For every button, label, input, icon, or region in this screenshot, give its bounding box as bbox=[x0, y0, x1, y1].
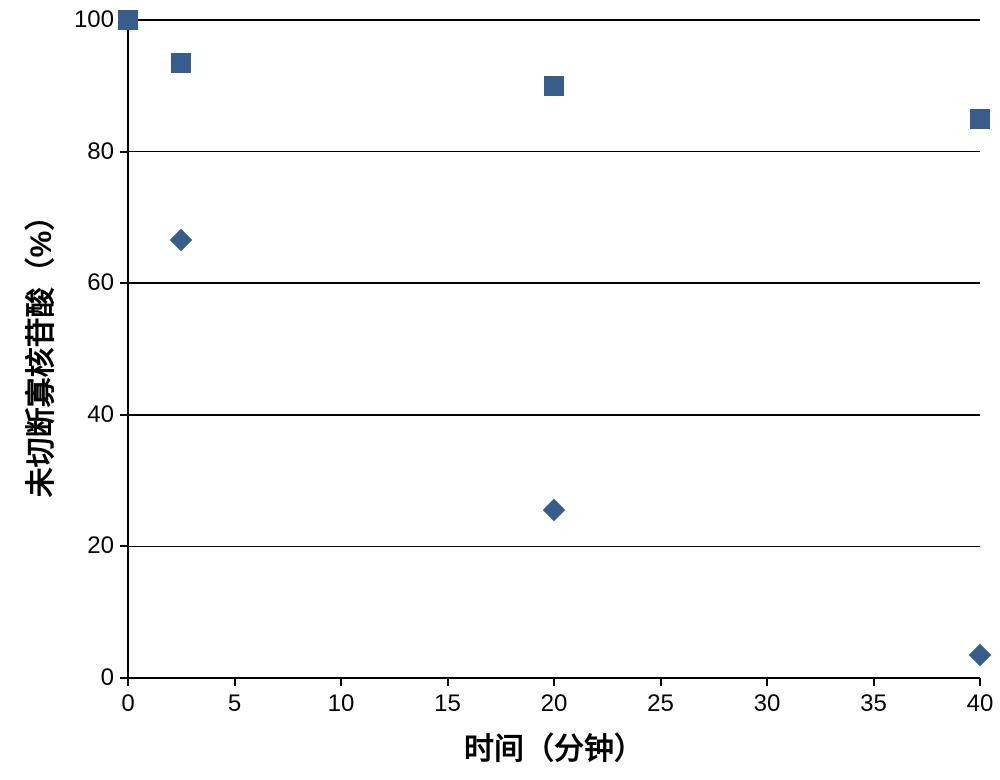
series-squares-marker bbox=[544, 76, 564, 96]
x-tick-label: 40 bbox=[967, 690, 994, 718]
y-tick-label: 80 bbox=[70, 138, 114, 166]
y-tick-label: 20 bbox=[70, 532, 114, 560]
y-tick-label: 0 bbox=[70, 664, 114, 692]
x-tick-label: 35 bbox=[860, 690, 887, 718]
series-diamonds-marker bbox=[170, 229, 193, 252]
x-tick-label: 10 bbox=[328, 690, 355, 718]
x-tick-mark bbox=[447, 678, 449, 686]
y-gridline bbox=[128, 546, 980, 548]
y-axis-line bbox=[127, 20, 129, 678]
x-tick-mark bbox=[979, 678, 981, 686]
series-squares-marker bbox=[970, 109, 990, 129]
y-gridline bbox=[128, 151, 980, 153]
series-squares-marker bbox=[118, 10, 138, 30]
y-gridline bbox=[128, 282, 980, 284]
x-tick-mark bbox=[340, 678, 342, 686]
y-axis-title: 未切断寡核苷酸（%） bbox=[16, 201, 60, 498]
x-tick-label: 5 bbox=[228, 690, 241, 718]
x-tick-mark bbox=[127, 678, 129, 686]
y-tick-label: 100 bbox=[70, 6, 114, 34]
y-tick-label: 40 bbox=[70, 401, 114, 429]
x-tick-mark bbox=[660, 678, 662, 686]
series-diamonds-marker bbox=[969, 644, 992, 667]
x-tick-mark bbox=[234, 678, 236, 686]
chart-container: 0 20 40 60 80 100 0 5 10 15 20 25 30 35 40 未切断寡核苷酸（%） 时间… bbox=[0, 0, 1000, 780]
y-gridline bbox=[128, 414, 980, 416]
y-tick-label: 60 bbox=[70, 269, 114, 297]
x-axis-title: 时间（分钟） bbox=[464, 724, 644, 768]
x-tick-label: 30 bbox=[754, 690, 781, 718]
x-tick-label: 15 bbox=[434, 690, 461, 718]
series-diamonds-marker bbox=[543, 499, 566, 522]
x-tick-label: 20 bbox=[541, 690, 568, 718]
x-tick-label: 0 bbox=[121, 690, 134, 718]
y-gridline bbox=[128, 19, 980, 21]
x-tick-mark bbox=[553, 678, 555, 686]
x-tick-mark bbox=[766, 678, 768, 686]
series-squares-marker bbox=[171, 53, 191, 73]
x-tick-label: 25 bbox=[647, 690, 674, 718]
x-tick-mark bbox=[873, 678, 875, 686]
